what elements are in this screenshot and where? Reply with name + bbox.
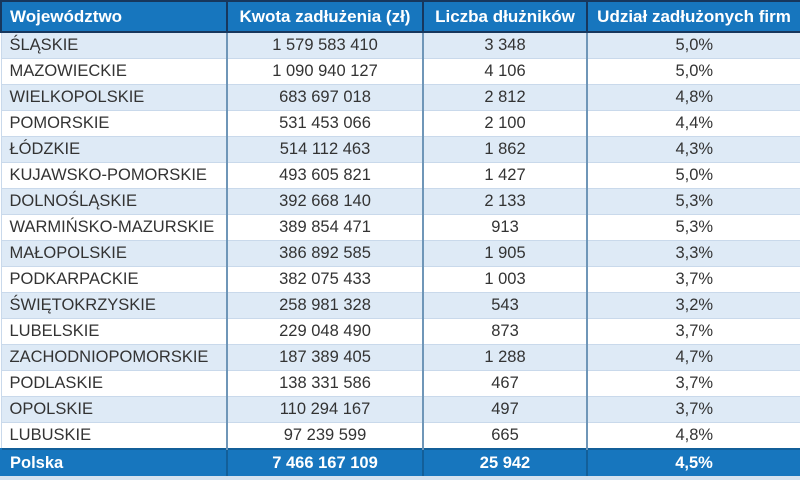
region-cell: KUJAWSKO-POMORSKIE: [0, 162, 228, 189]
value-cell: 3,7%: [586, 266, 800, 293]
table-row: LUBUSKIE 97 239 599 665 4,8%: [0, 422, 800, 450]
table-row: PODKARPACKIE 382 075 433 1 003 3,7%: [0, 266, 800, 293]
value-cell: 5,0%: [586, 31, 800, 59]
value-cell: 4,8%: [586, 84, 800, 111]
value-cell: 386 892 585: [226, 240, 424, 267]
region-cell: ŚWIĘTOKRZYSKIE: [0, 292, 228, 319]
value-cell: 665: [422, 422, 588, 450]
value-cell: 3,2%: [586, 292, 800, 319]
table-row: POMORSKIE 531 453 066 2 100 4,4%: [0, 110, 800, 137]
total-value-cell: 7 466 167 109: [226, 448, 424, 480]
footer-row: Polska 7 466 167 109 25 942 4,5%: [0, 448, 800, 480]
value-cell: 493 605 821: [226, 162, 424, 189]
value-cell: 3,7%: [586, 396, 800, 423]
value-cell: 187 389 405: [226, 344, 424, 371]
value-cell: 97 239 599: [226, 422, 424, 450]
value-cell: 497: [422, 396, 588, 423]
column-header-2: Kwota zadłużenia (zł): [226, 0, 424, 33]
total-label-cell: Polska: [0, 448, 228, 480]
table-row: LUBELSKIE 229 048 490 873 3,7%: [0, 318, 800, 345]
table-footer: Polska 7 466 167 109 25 942 4,5%: [0, 448, 800, 480]
value-cell: 913: [422, 214, 588, 241]
value-cell: 1 579 583 410: [226, 31, 424, 59]
value-cell: 1 905: [422, 240, 588, 267]
value-cell: 543: [422, 292, 588, 319]
region-cell: MAŁOPOLSKIE: [0, 240, 228, 267]
value-cell: 4,4%: [586, 110, 800, 137]
column-header-1: Województwo: [0, 0, 228, 33]
region-cell: OPOLSKIE: [0, 396, 228, 423]
value-cell: 873: [422, 318, 588, 345]
value-cell: 5,3%: [586, 188, 800, 215]
table-row: WARMIŃSKO-MAZURSKIE 389 854 471 913 5,3%: [0, 214, 800, 241]
region-cell: ZACHODNIOPOMORSKIE: [0, 344, 228, 371]
table-row: OPOLSKIE 110 294 167 497 3,7%: [0, 396, 800, 423]
value-cell: 4 106: [422, 58, 588, 85]
table-row: ŁÓDZKIE 514 112 463 1 862 4,3%: [0, 136, 800, 163]
region-cell: LUBELSKIE: [0, 318, 228, 345]
value-cell: 1 288: [422, 344, 588, 371]
value-cell: 229 048 490: [226, 318, 424, 345]
region-cell: ŚLĄSKIE: [0, 31, 228, 59]
value-cell: 3 348: [422, 31, 588, 59]
table-row: DOLNOŚLĄSKIE 392 668 140 2 133 5,3%: [0, 188, 800, 215]
table-row: MAŁOPOLSKIE 386 892 585 1 905 3,3%: [0, 240, 800, 267]
table-row: MAZOWIECKIE 1 090 940 127 4 106 5,0%: [0, 58, 800, 85]
region-cell: MAZOWIECKIE: [0, 58, 228, 85]
total-value-cell: 4,5%: [586, 448, 800, 480]
value-cell: 2 100: [422, 110, 588, 137]
value-cell: 5,0%: [586, 58, 800, 85]
value-cell: 5,0%: [586, 162, 800, 189]
column-header-4: Udział zadłużonych firm: [586, 0, 800, 33]
table-row: ŚLĄSKIE 1 579 583 410 3 348 5,0%: [0, 31, 800, 59]
table-header: Województwo Kwota zadłużenia (zł) Liczba d…: [0, 0, 800, 33]
value-cell: 389 854 471: [226, 214, 424, 241]
value-cell: 4,7%: [586, 344, 800, 371]
region-cell: LUBUSKIE: [0, 422, 228, 450]
table-row: PODLASKIE 138 331 586 467 3,7%: [0, 370, 800, 397]
value-cell: 1 862: [422, 136, 588, 163]
region-cell: DOLNOŚLĄSKIE: [0, 188, 228, 215]
value-cell: 4,8%: [586, 422, 800, 450]
region-cell: PODKARPACKIE: [0, 266, 228, 293]
total-value-cell: 25 942: [422, 448, 588, 480]
region-cell: ŁÓDZKIE: [0, 136, 228, 163]
value-cell: 1 090 940 127: [226, 58, 424, 85]
value-cell: 1 003: [422, 266, 588, 293]
table-row: ŚWIĘTOKRZYSKIE 258 981 328 543 3,2%: [0, 292, 800, 319]
region-cell: PODLASKIE: [0, 370, 228, 397]
table-row: WIELKOPOLSKIE 683 697 018 2 812 4,8%: [0, 84, 800, 111]
table-row: KUJAWSKO-POMORSKIE 493 605 821 1 427 5,0%: [0, 162, 800, 189]
value-cell: 138 331 586: [226, 370, 424, 397]
table-row: ZACHODNIOPOMORSKIE 187 389 405 1 288 4,7%: [0, 344, 800, 371]
value-cell: 392 668 140: [226, 188, 424, 215]
value-cell: 3,3%: [586, 240, 800, 267]
value-cell: 2 133: [422, 188, 588, 215]
value-cell: 467: [422, 370, 588, 397]
value-cell: 3,7%: [586, 318, 800, 345]
value-cell: 3,7%: [586, 370, 800, 397]
value-cell: 4,3%: [586, 136, 800, 163]
value-cell: 382 075 433: [226, 266, 424, 293]
value-cell: 2 812: [422, 84, 588, 111]
column-header-3: Liczba dłużników: [422, 0, 588, 33]
value-cell: 531 453 066: [226, 110, 424, 137]
region-cell: POMORSKIE: [0, 110, 228, 137]
value-cell: 258 981 328: [226, 292, 424, 319]
value-cell: 514 112 463: [226, 136, 424, 163]
value-cell: 110 294 167: [226, 396, 424, 423]
value-cell: 5,3%: [586, 214, 800, 241]
header-row: Województwo Kwota zadłużenia (zł) Liczba d…: [0, 0, 800, 33]
table-body: ŚLĄSKIE 1 579 583 410 3 348 5,0% MAZOWIECKIE…: [0, 31, 800, 450]
region-cell: WARMIŃSKO-MAZURSKIE: [0, 214, 228, 241]
value-cell: 1 427: [422, 162, 588, 189]
region-cell: WIELKOPOLSKIE: [0, 84, 228, 111]
value-cell: 683 697 018: [226, 84, 424, 111]
